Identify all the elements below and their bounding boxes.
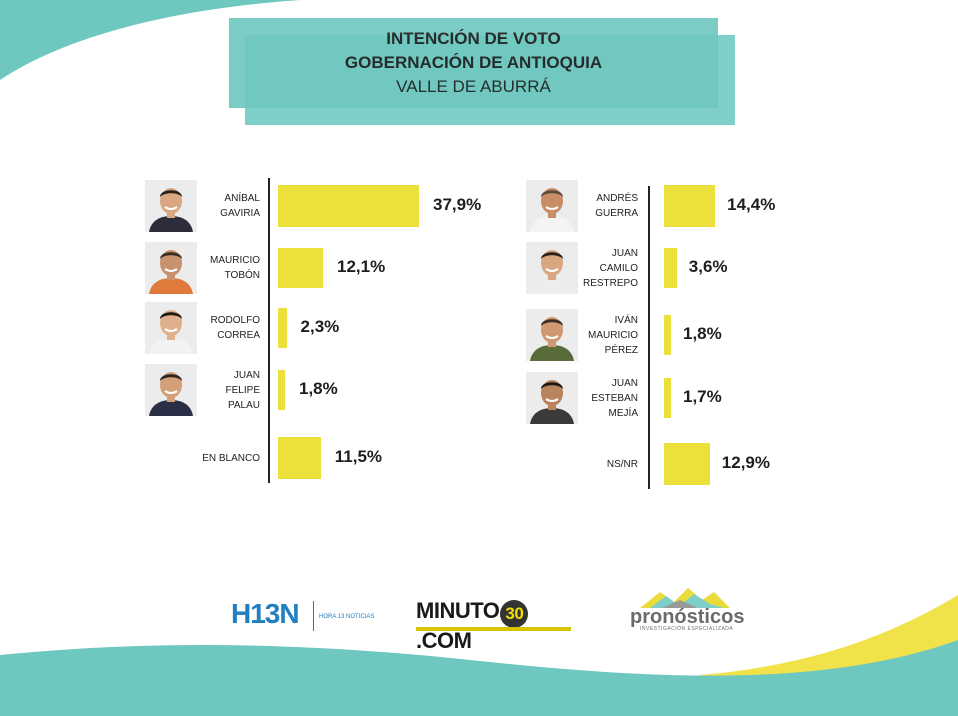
title-line-1: INTENCIÓN DE VOTO (386, 29, 561, 48)
candidate-photo (145, 180, 197, 232)
minuto30-underline (416, 627, 571, 631)
candidate-photo (145, 242, 197, 294)
pronosticos-logo-text: pronósticos (630, 606, 745, 628)
h13n-separator (313, 601, 314, 631)
bar (278, 370, 285, 410)
pronosticos-logo: pronósticos INVESTIGACIÓN ESPECIALIZADA (630, 586, 744, 636)
bar-value-label: 3,6% (688, 257, 728, 276)
bar-value-label: 12,1% (337, 257, 386, 276)
candidate-photo (526, 180, 578, 232)
minuto30-logo: MINUTO 30 .COM (416, 598, 576, 653)
candidate-name-label: JUAN FELIPE PALAU (225, 369, 260, 411)
h13n-logo-subtitle: HORA 13 NOTICIAS (319, 614, 375, 620)
candidate-photo (526, 309, 578, 361)
h13n-logo-text: H13N (231, 598, 300, 629)
minuto30-logo-number: 30 (500, 599, 529, 628)
left-chart-axis (268, 178, 270, 483)
candidate-photo (526, 372, 578, 424)
bar (664, 185, 716, 227)
bar (664, 315, 671, 355)
bar-value-label: 1,7% (683, 387, 722, 406)
right-chart-axis (648, 186, 650, 489)
candidate-photo (526, 242, 578, 294)
bar-value-label: 1,8% (299, 379, 338, 398)
bottom-teal-wave (0, 640, 958, 716)
pronosticos-logo-subtitle: INVESTIGACIÓN ESPECIALIZADA (640, 626, 734, 632)
bar (278, 437, 321, 479)
candidate-name-label: RODOLFO CORREA (210, 315, 260, 341)
candidate-name-label: MAURICIO TOBÓN (210, 255, 260, 281)
minuto30-logo-left: MINUTO (416, 598, 500, 623)
candidate-name-label: ANDRÉS GUERRA (595, 193, 638, 219)
title-box: INTENCIÓN DE VOTO GOBERNACIÓN DE ANTIOQU… (229, 18, 718, 108)
bar (664, 443, 710, 485)
candidate-name-label: ANÍBAL GAVIRIA (220, 193, 260, 219)
bar-value-label: 2,3% (300, 317, 340, 336)
bar-value-label: 12,9% (721, 453, 770, 472)
bar-value-label: 37,9% (432, 195, 482, 214)
candidate-name-label: IVÁN MAURICIO PÉREZ (588, 314, 638, 356)
title-line-2: GOBERNACIÓN DE ANTIOQUIA (344, 53, 603, 72)
bar (664, 248, 677, 288)
candidate-name-label: EN BLANCO (202, 452, 260, 464)
bar-value-label: 14,4% (727, 195, 776, 214)
bar (278, 248, 323, 288)
title-line-3: VALLE DE ABURRÁ (396, 77, 551, 96)
bar-value-label: 11,5% (334, 447, 383, 466)
bar (278, 308, 287, 348)
top-left-wave (0, 0, 300, 80)
candidate-name-label: NS/NR (606, 458, 638, 470)
bar (664, 378, 671, 418)
bar (278, 185, 419, 227)
candidate-photo (145, 302, 197, 354)
minuto30-logo-right: .COM (416, 627, 472, 653)
candidate-name-label: JUAN CAMILO RESTREPO (582, 247, 638, 289)
mountain-icon (640, 588, 730, 608)
candidate-name-label: JUAN ESTEBAN MEJÍA (591, 377, 638, 419)
h13n-logo: H13N HORA 13 NOTICIAS (231, 598, 381, 634)
candidate-photo (145, 364, 197, 416)
bar-value-label: 1,8% (683, 324, 722, 343)
